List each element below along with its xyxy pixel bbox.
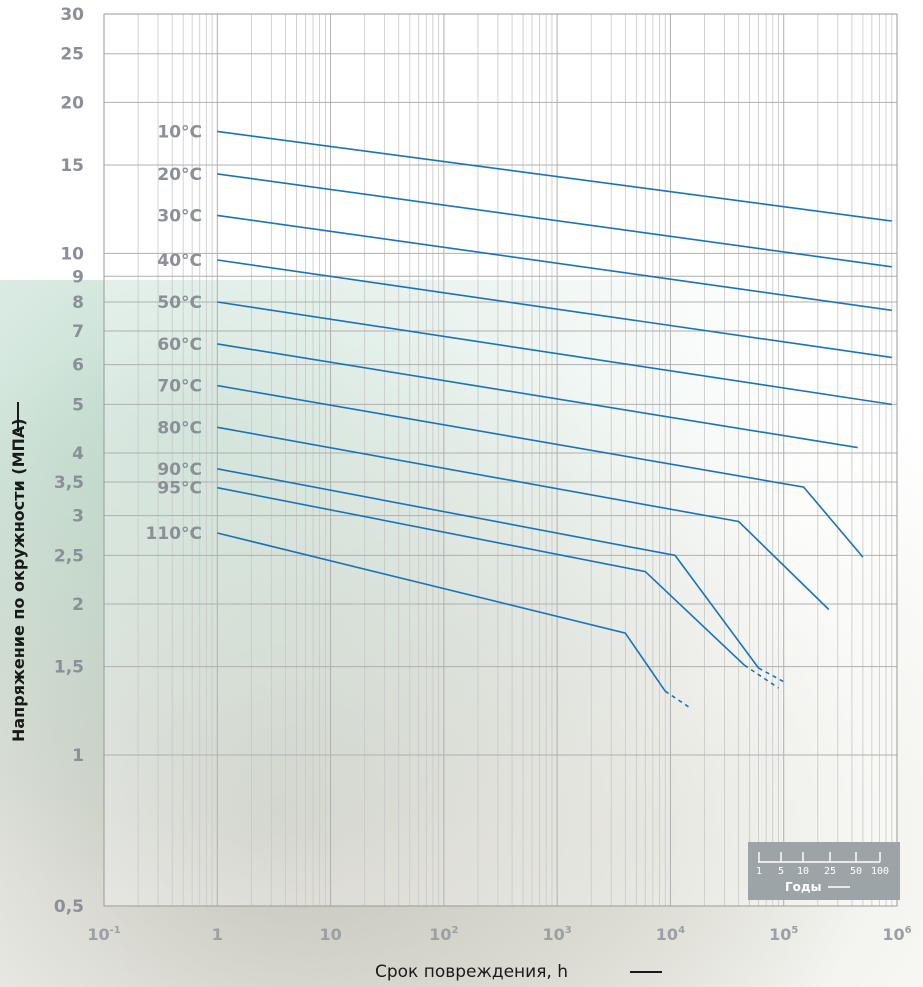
series-lines	[217, 130, 892, 709]
series-line-extrapolated	[664, 690, 691, 709]
temperature-label: 40°C	[157, 251, 202, 271]
x-tick-label: 105	[769, 925, 798, 944]
years-inset-tick-label: 1	[756, 866, 762, 877]
years-inset-tick-label: 5	[778, 866, 784, 877]
years-inset-label: Годы	[785, 880, 821, 894]
x-tick-label: 106	[882, 925, 911, 944]
temperature-label: 90°C	[157, 460, 202, 480]
years-inset: 1 5 10 25 50 100 Годы	[748, 842, 900, 900]
series-line	[217, 130, 892, 222]
plot-frame	[103, 13, 898, 907]
y-tick-label: 2,5	[54, 546, 84, 566]
series-line	[217, 214, 892, 312]
y-tick-label: 8	[72, 293, 84, 313]
series-line	[217, 301, 892, 406]
y-tick-label: 4	[72, 444, 84, 464]
y-tick-label: 1,5	[54, 658, 84, 678]
y-tick-label: 25	[60, 45, 84, 65]
series-line	[217, 259, 892, 359]
series-line	[217, 384, 864, 558]
y-tick-label: 9	[72, 267, 84, 287]
x-tick-label: 102	[429, 925, 458, 944]
series-line	[217, 426, 830, 611]
years-inset-tick-label: 50	[850, 866, 862, 877]
x-tick-label: 103	[543, 925, 572, 944]
x-axis-label: Срок повреждения, h	[375, 962, 568, 982]
series-line-extrapolated	[743, 664, 779, 689]
x-tick-label: 10-1	[87, 925, 120, 944]
years-inset-scale: 1 5 10 25 50 100	[756, 852, 889, 877]
y-tick-label: 7	[72, 322, 84, 342]
temperature-label: 60°C	[157, 335, 202, 355]
temperature-label: 10°C	[157, 122, 202, 142]
temperature-labels: 10°C 20°C 30°C 40°C 50°C 60°C 70°C 80°C 90°C95°C…	[146, 122, 202, 544]
temperature-label: 70°C	[157, 377, 202, 397]
years-inset-tick-label: 25	[824, 866, 836, 877]
y-tick-label: 6	[72, 356, 84, 376]
y-tick-label: 3,5	[54, 473, 84, 493]
x-tick-labels: 10-1 1 10 102 103 104 105 106	[87, 925, 911, 944]
x-tick-label: 104	[656, 925, 685, 944]
series-line	[217, 343, 858, 449]
x-tick-label: 10	[319, 925, 341, 944]
series-line	[217, 532, 666, 692]
y-tick-label: 2	[72, 595, 84, 615]
temperature-label: 50°C	[157, 293, 202, 313]
series-line	[217, 468, 760, 669]
y-tick-label: 15	[60, 156, 84, 176]
y-tick-label: 10	[60, 244, 84, 264]
y-tick-labels: 30 25 20 15 10 9 8 7 6 5 4 3,5 3 2,5 2 1,5 1 0,5	[54, 5, 84, 917]
temperature-label: 80°C	[157, 418, 202, 438]
y-tick-label: 30	[60, 5, 84, 25]
y-axis-label: Напряжение по окружности (МПА)	[9, 418, 28, 742]
x-tick-label: 1	[212, 925, 223, 944]
years-inset-tick-label: 10	[797, 866, 809, 877]
series-line	[217, 173, 892, 268]
temperature-label: 20°C	[157, 165, 202, 185]
y-tick-label: 3	[72, 507, 84, 527]
y-tick-label: 0,5	[54, 897, 84, 917]
y-tick-label: 5	[72, 395, 84, 415]
plot-area	[104, 14, 897, 906]
temperature-label: 110°C	[146, 524, 202, 544]
temperature-label: 30°C	[157, 206, 202, 226]
years-inset-tick-label: 100	[871, 866, 889, 877]
series-line	[217, 486, 745, 666]
temperature-label: 95°C	[157, 479, 202, 499]
years-inset-box	[748, 842, 900, 900]
y-tick-label: 1	[72, 746, 84, 766]
y-tick-label: 20	[60, 93, 84, 113]
